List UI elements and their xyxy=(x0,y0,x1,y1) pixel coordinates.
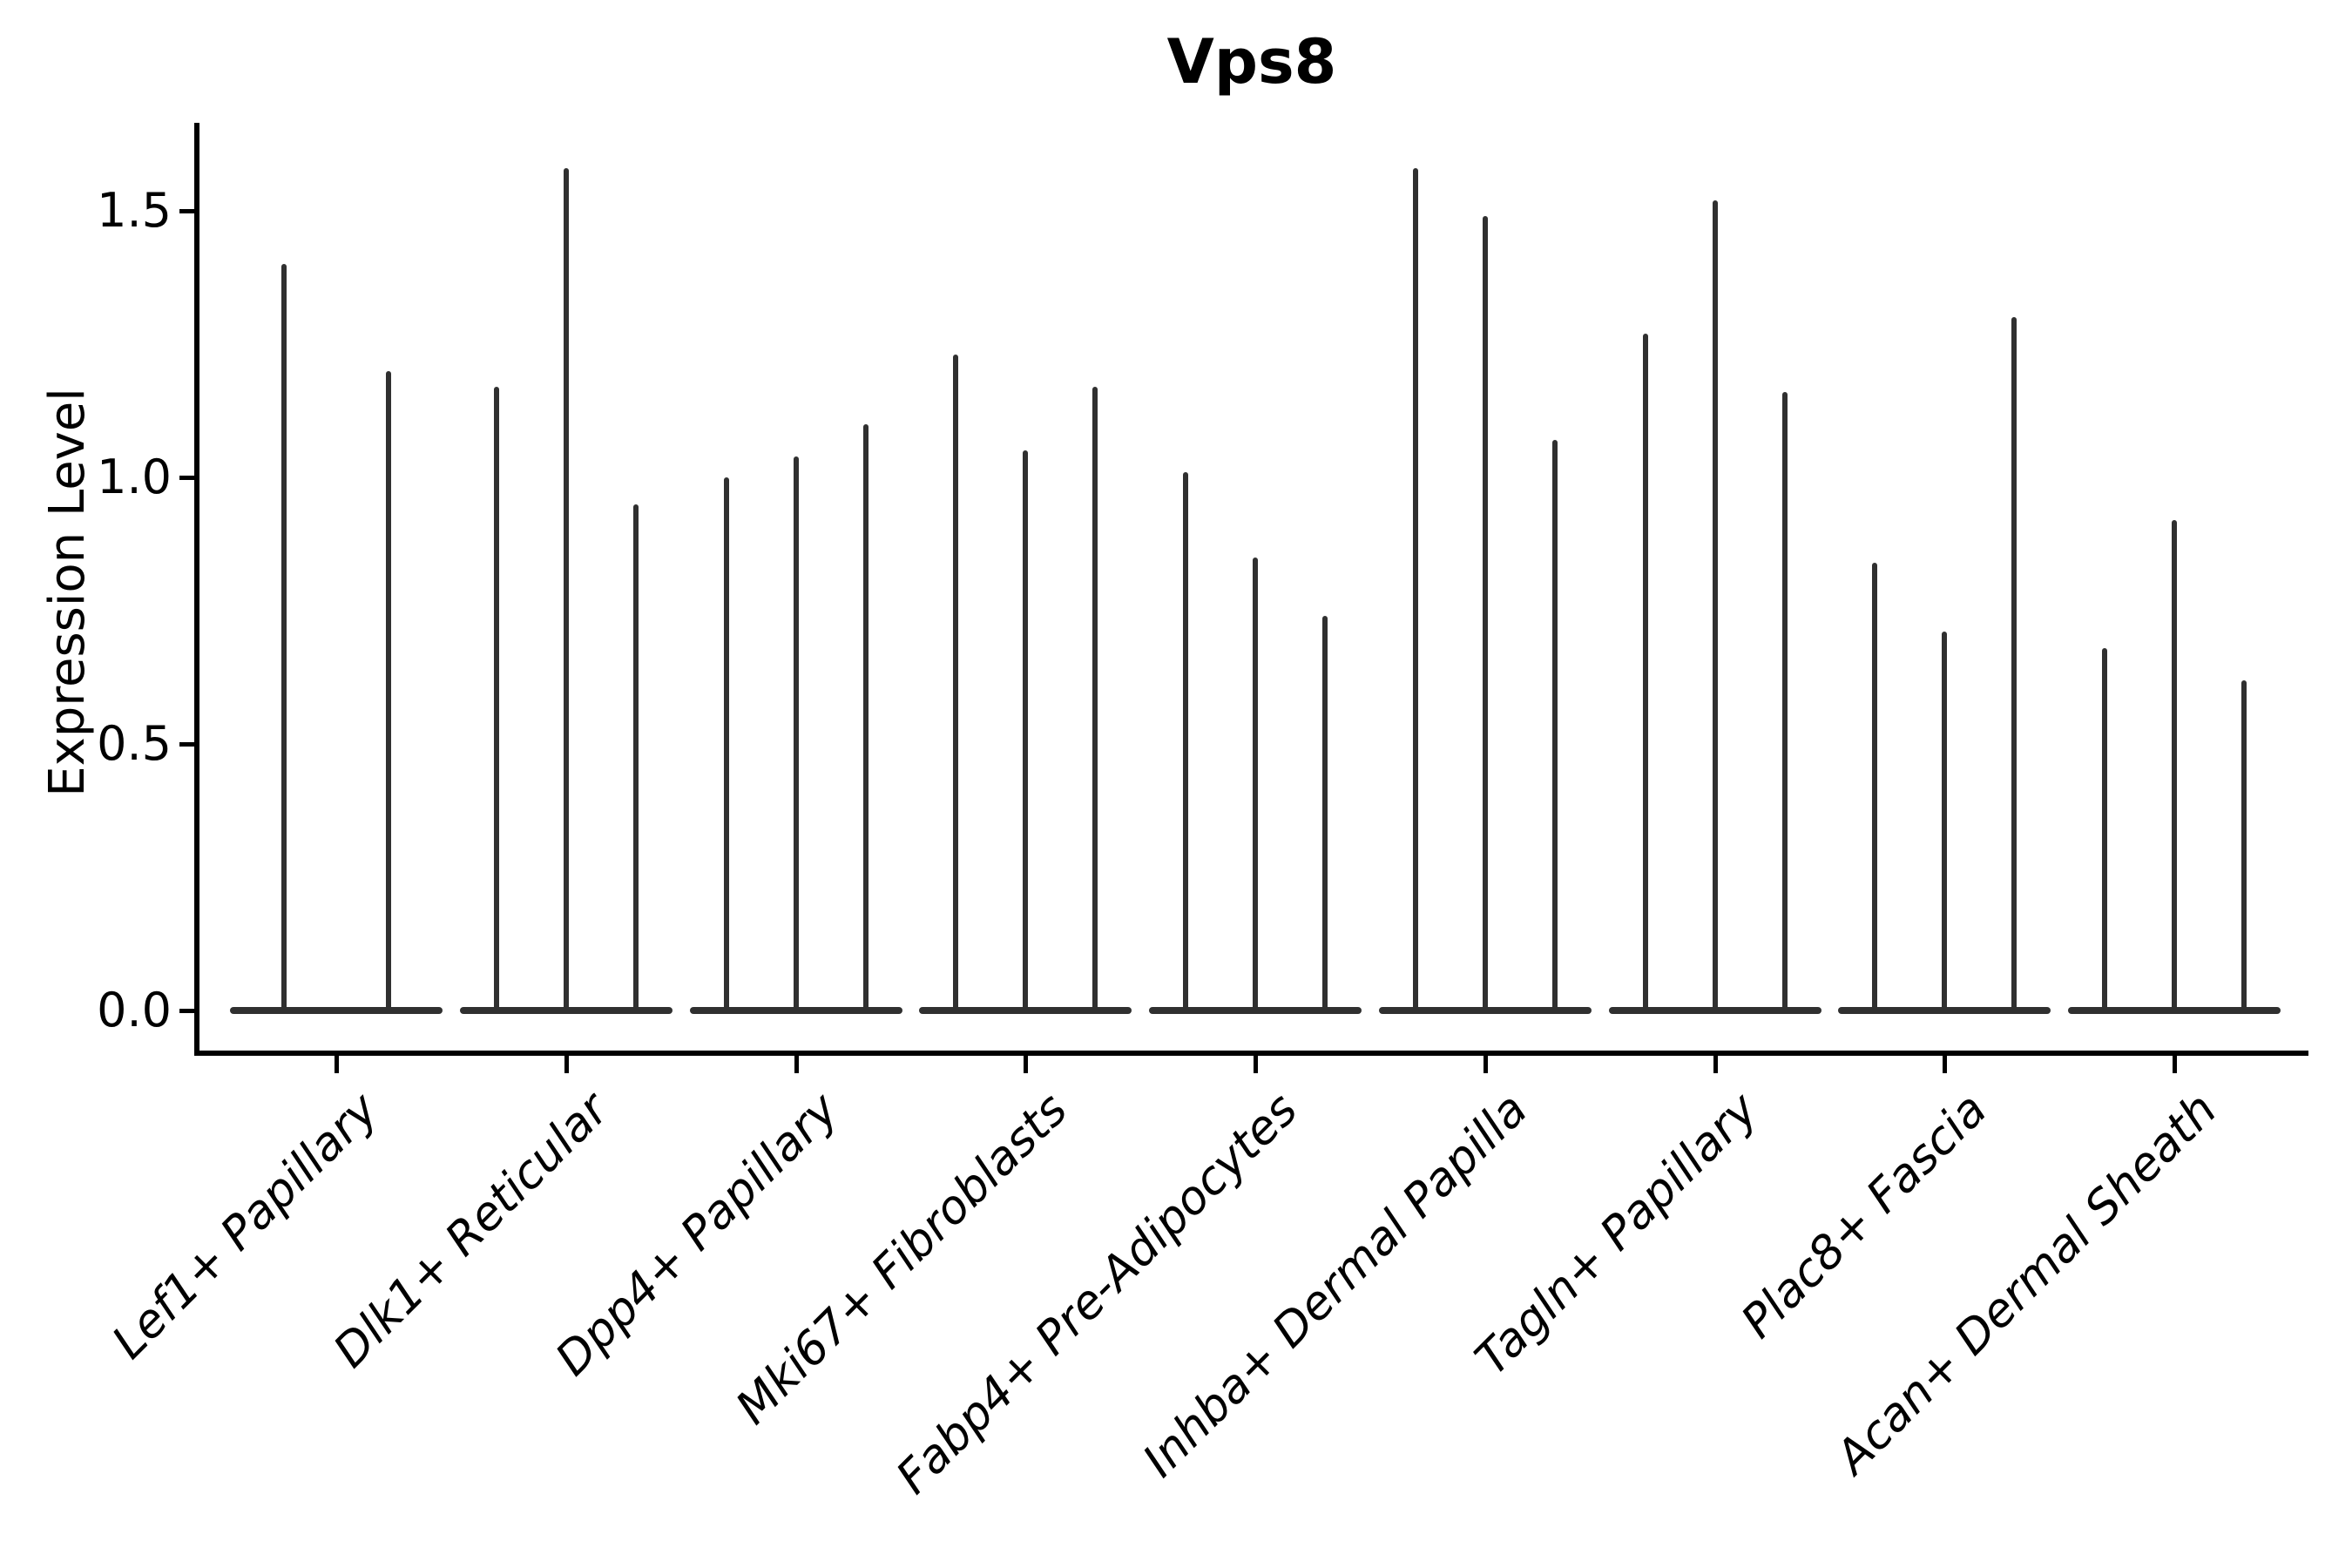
y-tick-label: 1.5 xyxy=(97,183,172,238)
x-tick-mark xyxy=(1713,1056,1718,1073)
violin-spike xyxy=(1092,387,1098,1010)
x-tick-mark xyxy=(1024,1056,1028,1073)
y-tick-mark xyxy=(179,1009,195,1013)
violin-spike xyxy=(2241,680,2247,1010)
y-tick-label: 0.5 xyxy=(97,716,172,771)
violin-spike xyxy=(386,371,391,1010)
violin-spike xyxy=(1183,472,1188,1010)
violin-spike xyxy=(1483,216,1488,1010)
violin-base-band xyxy=(1379,1007,1592,1014)
x-tick-label: Fabp4+ Pre-Adipocytes xyxy=(886,1083,1308,1504)
violin-base-band xyxy=(919,1007,1132,1014)
violin-spike xyxy=(1782,392,1788,1010)
violin-spike xyxy=(281,264,287,1010)
x-tick-mark xyxy=(335,1056,339,1073)
x-tick-label: Plac8+ Fascia xyxy=(1731,1083,1997,1349)
x-tick-mark xyxy=(1254,1056,1258,1073)
x-tick-label: Acan+ Dermal Sheath xyxy=(1825,1083,2227,1484)
x-axis-spine xyxy=(194,1051,2308,1056)
violin-spike xyxy=(1023,450,1028,1010)
y-axis-spine xyxy=(194,123,199,1056)
violin-base-band xyxy=(460,1007,672,1014)
violin-spike xyxy=(1322,616,1328,1010)
violin-spike xyxy=(1253,558,1258,1010)
violin-spike xyxy=(724,477,729,1010)
violin-spike xyxy=(953,355,958,1010)
violin-base-band xyxy=(1609,1007,1821,1014)
violin-base-band xyxy=(1838,1007,2051,1014)
violin-spike xyxy=(2102,648,2107,1010)
y-tick-mark xyxy=(179,742,195,747)
x-tick-mark xyxy=(1943,1056,1947,1073)
violin-spike xyxy=(1552,440,1558,1010)
violin-base-band xyxy=(230,1007,443,1014)
plot-title: Vps8 xyxy=(1166,26,1337,98)
violin-spike xyxy=(1643,334,1648,1010)
x-tick-mark xyxy=(1484,1056,1488,1073)
violin-spike xyxy=(794,456,799,1010)
violin-spike xyxy=(2172,520,2177,1010)
violin-spike xyxy=(1713,200,1718,1010)
x-tick-mark xyxy=(564,1056,569,1073)
x-tick-label: Inhba+ Dermal Papilla xyxy=(1132,1083,1538,1488)
y-tick-mark xyxy=(179,476,195,480)
violin-base-band xyxy=(2068,1007,2281,1014)
violin-spike xyxy=(633,504,639,1010)
violin-base-band xyxy=(1149,1007,1362,1014)
violin-spike xyxy=(1872,563,1877,1010)
violin-spike xyxy=(564,168,569,1010)
violin-base-band xyxy=(690,1007,902,1014)
y-tick-label: 1.0 xyxy=(97,449,172,504)
violin-spike xyxy=(2011,317,2017,1010)
x-tick-mark xyxy=(2173,1056,2177,1073)
violin-spike xyxy=(494,387,499,1010)
violin-spike xyxy=(863,424,868,1010)
violin-spike xyxy=(1942,632,1947,1010)
violin-spike xyxy=(1413,168,1418,1010)
y-tick-label: 0.0 xyxy=(97,983,172,1037)
y-tick-mark xyxy=(179,209,195,213)
x-tick-mark xyxy=(794,1056,799,1073)
